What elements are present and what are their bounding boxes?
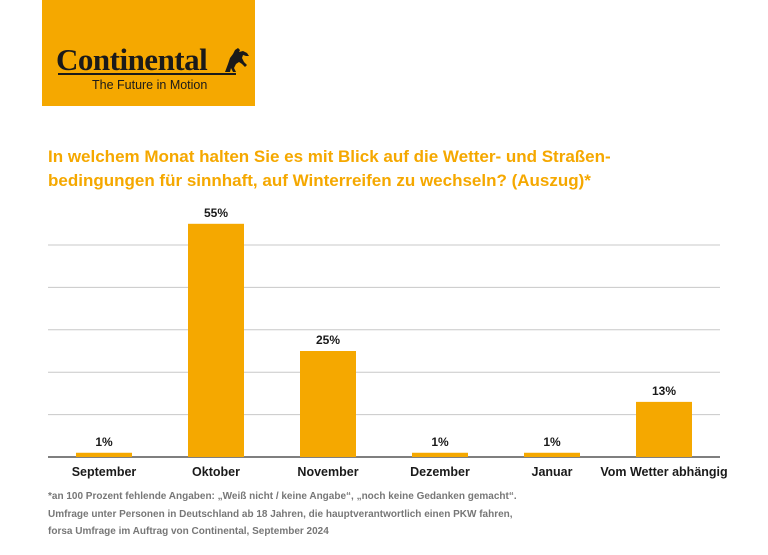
bar-value-label: 1% [431,435,449,449]
category-label: Dezember [410,465,470,479]
chart-title-line-1: In welchem Monat halten Sie es mit Blick… [48,147,611,166]
logo-wordmark: Continental [56,42,208,77]
chart-title-line-2: bedingungen für sinnhaft, auf Winterreif… [48,171,591,190]
logo-block: Continental The Future in Motion [42,0,255,106]
category-label: Vom Wetter abhängig [600,465,727,479]
category-label: November [297,465,358,479]
bar-value-label: 25% [316,333,340,347]
bar-januar [524,452,580,457]
category-label: Oktober [192,465,240,479]
bar-value-label: 1% [95,435,113,449]
bar-november [300,351,356,457]
logo-underline [58,73,236,75]
bar-value-label: 55% [204,206,228,220]
footnote-line-1: *an 100 Prozent fehlende Angaben: „Weiß … [48,491,517,502]
gridlines [48,244,720,458]
category-label: September [72,465,137,479]
bar-dezember [412,452,468,457]
category-label: Januar [532,465,573,479]
footnote-line-2: Umfrage unter Personen in Deutschland ab… [48,509,513,520]
bar-september [76,452,132,457]
value-labels: 1% 55% 25% 1% 1% 13% [95,206,676,449]
bars [76,223,692,457]
category-labels: September Oktober November Dezember Januar Vo… [72,465,728,479]
bar-value-label: 13% [652,384,676,398]
chart-title: In welchem Monat halten Sie es mit Blick… [48,145,728,193]
footnote-line-3: forsa Umfrage im Auftrag von Continental… [48,526,329,537]
bar-value-label: 1% [543,435,561,449]
horse-icon [225,48,249,72]
bar-vom-wetter-abh-ngig [636,401,692,457]
bar-oktober [188,223,244,457]
logo-tagline: The Future in Motion [92,78,208,92]
